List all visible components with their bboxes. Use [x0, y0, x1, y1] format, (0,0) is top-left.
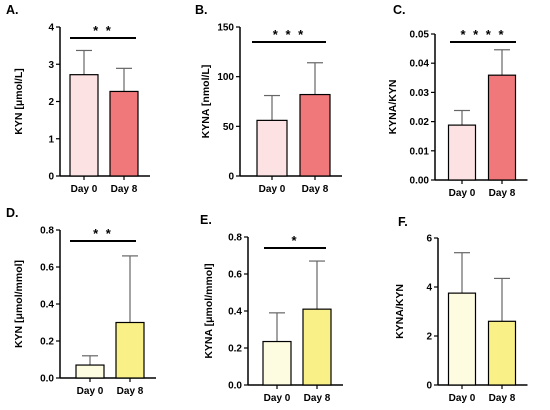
x-tick-label: Day 8: [302, 184, 329, 195]
x-tick-label: Day 0: [77, 386, 104, 397]
y-tick-label: 0.0: [228, 381, 242, 392]
x-tick-label: Day 0: [71, 184, 98, 195]
bar-day0: [262, 340, 292, 386]
y-tick-label: 0.05: [410, 30, 430, 41]
y-axis-label: KYN [μmol/L]: [13, 68, 25, 135]
significance-stars: * *: [93, 23, 113, 38]
panel-1: A. KYN [μmol/L] 0 1 2 3 4 Day 0 Day 8 * *: [6, 3, 150, 195]
y-tick-label: 6: [426, 234, 432, 245]
bar-day0: [69, 74, 99, 177]
bar-day8: [487, 320, 517, 386]
y-tick-label: 50: [223, 122, 235, 133]
y-tick-label: 3: [48, 60, 54, 71]
panel-letter: D.: [6, 206, 19, 220]
y-axis-label: KYNA/KYN: [394, 284, 406, 339]
y-tick-label: 2: [48, 97, 54, 108]
significance-stars: * *: [93, 226, 113, 241]
bar-day0: [447, 124, 477, 181]
panel-3: C. KYNA/KYN 0.00 0.01 0.02 0.03 0.04 0.05 Day 0 D…: [387, 3, 528, 199]
bar-day8: [299, 93, 331, 177]
x-tick-label: Day 8: [111, 184, 138, 195]
bar-day8: [109, 90, 139, 177]
significance-stars: * * *: [273, 27, 305, 42]
panel-letter: B.: [195, 3, 208, 17]
y-tick-label: 4: [426, 283, 432, 294]
bar-day0: [75, 364, 105, 379]
y-tick-label: 0.02: [410, 117, 430, 128]
panel-6: F. KYNA/KYN 0 2 4 6 Day 0 Day 8: [394, 215, 528, 404]
y-tick-label: 0.8: [40, 226, 54, 237]
panel-4: D. KYN [μmol/mmol] 0.0 0.2 0.4 0.6 0.8 Day 0 Day…: [6, 206, 156, 397]
x-tick-label: Day 0: [449, 188, 476, 199]
panel-2: B. KYNA [nmol/L] 0 50 100 150 Day 0 Day 8 * * *: [195, 3, 342, 195]
y-axis-label: KYNA/KYN: [387, 80, 399, 135]
bar-day0: [447, 292, 477, 386]
y-tick-label: 0.00: [410, 176, 430, 187]
significance-stars: * * * *: [460, 27, 505, 42]
y-axis-label: KYNA [nmol/L]: [200, 65, 212, 139]
y-tick-label: 0.2: [40, 337, 54, 348]
y-tick-label: 0.04: [410, 59, 430, 70]
x-tick-label: Day 0: [449, 393, 476, 404]
y-tick-label: 150: [217, 23, 234, 34]
panel-5: E. KYNA [μmol/mmol] 0.0 0.2 0.4 0.6 0.8 Day 0 Da…: [200, 213, 343, 404]
x-tick-label: Day 8: [489, 393, 516, 404]
y-tick-label: 0.4: [228, 307, 242, 318]
y-tick-label: 0.6: [40, 263, 54, 274]
y-tick-label: 0.01: [410, 146, 430, 157]
x-tick-label: Day 8: [304, 393, 331, 404]
y-tick-label: 0.2: [228, 344, 242, 355]
panel-letter: C.: [393, 3, 406, 17]
y-tick-label: 0.8: [228, 233, 242, 244]
panel-letter: A.: [6, 3, 19, 17]
panel-letter: F.: [398, 215, 408, 229]
x-tick-label: Day 8: [489, 188, 516, 199]
y-tick-label: 0: [48, 172, 54, 183]
y-tick-label: 0: [228, 172, 234, 183]
y-tick-label: 0.4: [40, 300, 54, 311]
bar-day8: [115, 321, 145, 379]
x-tick-label: Day 0: [259, 184, 286, 195]
y-tick-label: 4: [48, 23, 54, 34]
y-tick-label: 2: [426, 332, 432, 343]
significance-stars: *: [291, 233, 298, 248]
x-tick-label: Day 8: [117, 386, 144, 397]
y-tick-label: 0.6: [228, 270, 242, 281]
bar-day8: [487, 74, 517, 181]
y-tick-label: 0: [426, 381, 432, 392]
y-tick-label: 0.03: [410, 88, 430, 99]
y-tick-label: 100: [217, 72, 234, 83]
y-axis-label: KYNA [μmol/mmol]: [203, 263, 215, 358]
x-tick-label: Day 0: [264, 393, 291, 404]
y-axis-label: KYN [μmol/mmol]: [13, 260, 25, 348]
panel-letter: E.: [200, 213, 212, 227]
bar-day0: [256, 119, 288, 177]
y-tick-label: 0.0: [40, 374, 54, 385]
y-tick-label: 1: [48, 134, 54, 145]
bar-day8: [302, 308, 332, 386]
